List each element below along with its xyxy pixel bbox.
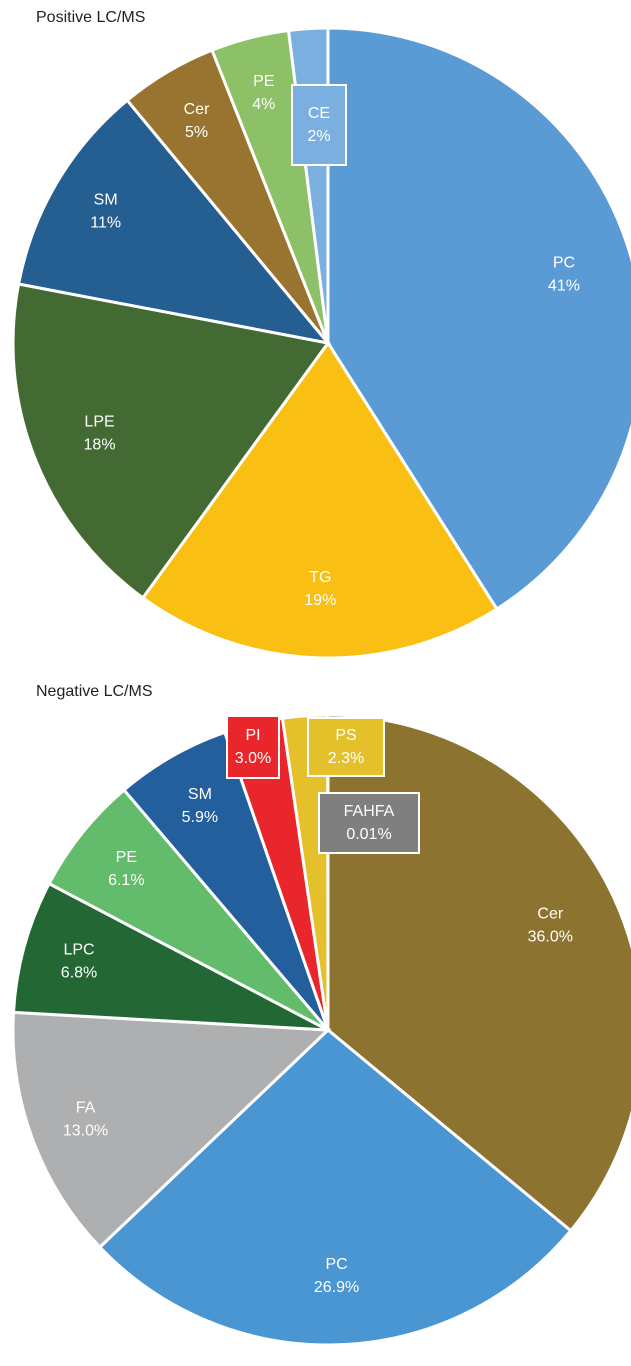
slice-label: PE — [253, 73, 274, 90]
slice-label: LPC — [63, 941, 94, 958]
slice-label: PC — [553, 255, 575, 272]
slice-label: Cer — [537, 906, 563, 923]
slice-label: PE — [116, 849, 137, 866]
label-box — [292, 85, 346, 165]
slice-value-label: 0.01% — [346, 826, 391, 843]
slice-label: CE — [308, 105, 330, 122]
slice-value-label: 2.3% — [328, 750, 364, 767]
slice-value-label: 2% — [307, 128, 330, 145]
slice-label: TG — [309, 569, 331, 586]
slice-value-label: 6.1% — [108, 872, 144, 889]
slice-value-label: 18% — [84, 437, 116, 454]
label-box — [319, 793, 419, 853]
slice-label: PC — [325, 1256, 347, 1273]
slice-label: PI — [245, 727, 260, 744]
slice-label: FA — [76, 1099, 96, 1116]
slice-value-label: 6.8% — [61, 964, 97, 981]
slice-value-label: 19% — [304, 592, 336, 609]
slice-label: SM — [188, 786, 212, 803]
slice-label: PS — [335, 727, 356, 744]
slice-value-label: 41% — [548, 278, 580, 295]
chart-title: Positive LC/MS — [36, 9, 145, 26]
slice-value-label: 3.0% — [235, 750, 271, 767]
slice-value-label: 13.0% — [63, 1122, 108, 1139]
label-box — [227, 716, 279, 778]
chart-title: Negative LC/MS — [36, 683, 153, 700]
slice-label: Cer — [184, 101, 210, 118]
slice-label: LPE — [84, 414, 114, 431]
slice-value-label: 11% — [90, 215, 121, 232]
slice-value-label: 36.0% — [528, 929, 573, 946]
slice-value-label: 4% — [252, 96, 275, 113]
slice-label: FAHFA — [344, 803, 395, 820]
slice-value-label: 5.9% — [182, 809, 218, 826]
slice-value-label: 26.9% — [314, 1279, 359, 1296]
slice-label: SM — [94, 192, 118, 209]
slice-value-label: 5% — [185, 124, 208, 141]
